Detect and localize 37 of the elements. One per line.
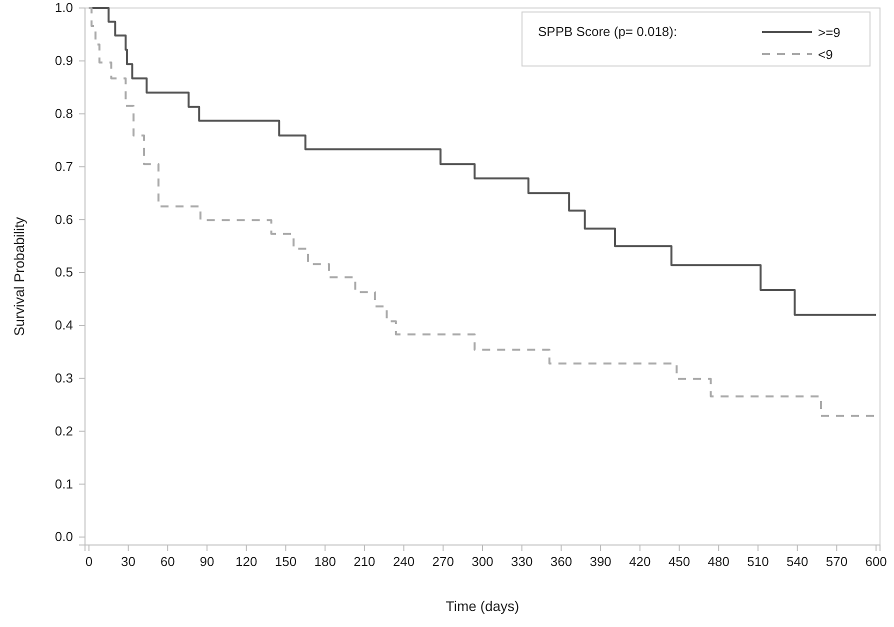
x-tick-label: 360: [550, 554, 572, 570]
legend-title: SPPB Score (p= 0.018):: [538, 24, 678, 39]
x-tick-label: 480: [708, 554, 730, 570]
y-tick-label: 0.1: [54, 476, 73, 492]
x-tick-label: 420: [629, 554, 651, 570]
y-tick-label: 0.3: [54, 370, 73, 386]
x-tick-label: 210: [354, 554, 376, 570]
x-axis-title: Time (days): [446, 598, 520, 614]
x-tick-label: 90: [200, 554, 214, 570]
x-tick-label: 240: [392, 554, 415, 570]
x-tick-label: 0: [85, 554, 93, 570]
x-tick-label: 30: [121, 554, 136, 570]
x-tick-label: 60: [160, 554, 175, 570]
legend-label: <9: [818, 47, 833, 62]
x-tick-label: 150: [274, 554, 297, 570]
y-tick-label: 0.6: [54, 212, 73, 227]
x-tick-label: 510: [747, 554, 769, 570]
y-tick-label: 0.5: [54, 264, 73, 280]
x-tick-label: 330: [511, 554, 533, 570]
x-tick-label: 120: [236, 554, 258, 570]
y-tick-label: 0.4: [54, 318, 73, 333]
x-tick-label: 270: [432, 554, 454, 570]
y-tick-label: 0.2: [54, 423, 73, 438]
y-tick-label: 0.7: [54, 158, 73, 174]
x-tick-label: 600: [865, 554, 887, 570]
x-tick-label: 390: [590, 554, 612, 570]
y-axis-title: Survival Probability: [11, 216, 27, 336]
y-tick-label: 0.8: [54, 106, 73, 121]
x-tick-label: 540: [786, 554, 808, 570]
y-tick-label: 1.0: [54, 0, 73, 16]
y-tick-label: 0.0: [54, 529, 73, 544]
x-tick-label: 300: [472, 554, 494, 570]
x-tick-label: 450: [668, 554, 690, 570]
x-tick-label: 570: [826, 554, 848, 570]
x-tick-label: 180: [314, 554, 336, 570]
y-tick-label: 0.9: [54, 53, 73, 68]
legend-label: >=9: [818, 25, 840, 40]
